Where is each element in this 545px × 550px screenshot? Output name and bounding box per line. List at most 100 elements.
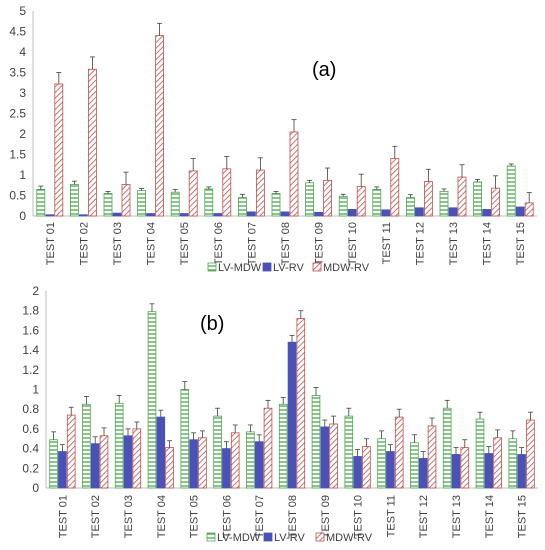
y-tick-label: 0.8 [22,402,39,416]
legend-swatch-mdw-rv [312,262,322,272]
legend-label-lv-rv: LV-RV [274,532,305,544]
bar-mdw-rv [188,170,198,217]
bar-mdw-rv [423,181,433,217]
x-tick-label: TEST 14 [482,222,494,265]
y-tick-label: 1.6 [22,323,39,337]
bar-mdw-rv [362,446,371,489]
bar-mdw-rv [356,186,366,217]
legend-label-mdw-rv: MDW-RV [326,532,373,544]
bar-lv-mdw [311,395,321,489]
bar-lv-rv [515,206,525,217]
bar-lv-rv [448,207,458,217]
bar-mdw-rv [460,447,470,489]
chart-b-y-axis: 0 0.2 0.4 0.6 0.8 1 1.2 1.4 1.6 1.8 2 [22,284,47,495]
bar-lv-mdw [70,184,79,217]
bar-lv-rv [179,213,189,217]
bar-lv-mdw [271,193,281,217]
y-tick-label: 2 [19,127,26,141]
y-tick-label: 2.5 [9,107,26,121]
bar-lv-rv [414,207,424,217]
bar-mdw-rv [230,432,240,489]
bar-lv-rv [112,212,122,217]
bar-mdw-rv [296,318,306,489]
x-tick-label: TEST 15 [515,222,527,265]
chart-a-annotation: (a) [312,59,336,81]
bar-lv-mdw [344,415,354,489]
bar-mdw-rv [99,435,109,489]
chart-a-bars [36,22,534,217]
bar-lv-mdw [137,190,147,217]
bar-lv-rv [347,209,357,217]
x-tick-label: TEST 14 [484,495,496,538]
y-tick-label: 4.5 [9,25,26,39]
bar-lv-rv [517,454,526,489]
bar-lv-mdw [114,402,124,489]
y-tick-label: 0.5 [9,189,26,203]
y-tick-label: 3 [19,86,26,100]
legend-swatch-lv-mdw [207,262,217,272]
bar-mdw-rv [493,437,502,489]
x-tick-label: TEST 11 [385,495,397,537]
bar-lv-rv [386,451,395,489]
bar-lv-rv [222,448,231,489]
bar-lv-mdw [237,197,247,217]
bar-mdw-rv [198,437,207,489]
bar-mdw-rv [524,202,534,217]
chart-b: 00.20.40.60.811.21.41.61.82 TEST 01 TEST … [22,284,538,544]
bar-lv-rv [45,214,55,217]
x-tick-label: TEST 13 [448,222,460,265]
y-tick-label: 0.2 [22,461,39,475]
bar-mdw-rv [394,416,404,489]
x-tick-label: TEST 13 [451,495,463,538]
bar-lv-rv [451,454,461,489]
y-tick-label: 0 [19,209,26,223]
x-tick-label: TEST 04 [156,495,168,538]
bar-mdw-rv [526,419,535,489]
bar-lv-rv [58,451,67,489]
legend-label-lv-rv: LV-RV [273,262,304,274]
bar-lv-rv [146,213,156,217]
bar-mdw-rv [121,184,131,217]
x-tick-label: TEST 06 [213,222,225,265]
bar-lv-mdw [410,442,419,489]
chart-b-bars [49,303,535,489]
y-tick-label: 1 [19,168,26,182]
bar-lv-mdw [246,431,255,489]
bar-lv-rv [189,439,198,489]
y-tick-label: 1.5 [9,148,26,162]
x-tick-label: TEST 01 [45,222,57,265]
x-tick-label: TEST 03 [112,222,124,265]
x-tick-label: TEST 12 [414,222,426,265]
legend-swatch-lv-rv [263,532,273,542]
legend-label-lv-mdw: LV-MDW [218,262,262,274]
bar-lv-rv [254,441,264,489]
bar-lv-rv [79,214,88,217]
bar-lv-rv [320,426,330,489]
legend-swatch-lv-mdw [206,532,216,542]
bar-mdw-rv [165,447,174,489]
bar-mdw-rv [390,158,400,217]
x-tick-label: TEST 05 [189,495,201,538]
bar-lv-rv [314,211,324,217]
y-tick-label: 3.5 [9,66,26,80]
bar-lv-rv [280,211,290,217]
bar-lv-mdw [49,439,58,489]
bar-mdw-rv [88,68,97,217]
legend-label-mdw-rv: MDW-RV [323,262,370,274]
bar-lv-rv [381,209,391,217]
x-tick-label: TEST 11 [381,222,393,264]
y-tick-label: 5 [19,4,26,18]
x-tick-label: TEST 08 [287,495,299,538]
bar-lv-mdw [147,311,157,489]
chart-b-legend: LV-MDW LV-RV MDW-RV [206,532,373,544]
x-tick-label: TEST 07 [246,222,258,265]
y-tick-label: 1.8 [22,304,39,318]
bar-lv-mdw [473,181,483,217]
bar-lv-mdw [180,389,190,489]
y-tick-label: 1.2 [22,363,39,377]
y-tick-label: 2 [32,284,39,298]
x-tick-label: TEST 06 [221,495,233,538]
bar-lv-mdw [338,195,348,217]
x-tick-label: TEST 15 [517,495,529,538]
